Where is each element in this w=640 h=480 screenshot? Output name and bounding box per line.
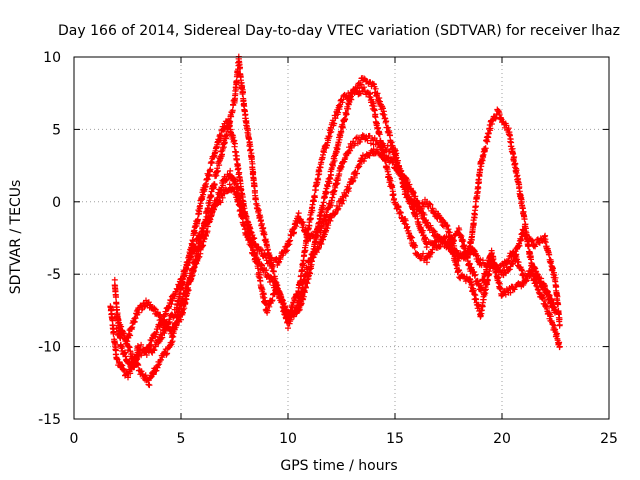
x-axis-label: GPS time / hours [280,458,397,474]
series-trace-c [113,132,559,389]
series-trace-d [107,146,559,381]
data-points-trace-c [113,132,559,389]
x-tick-label: 10 [279,431,297,447]
x-tick-label: 0 [70,431,79,447]
y-tick-label: 0 [52,195,61,211]
x-tick-label: 20 [493,431,511,447]
y-tick-label: -5 [47,267,61,283]
y-tick-label: 5 [52,122,61,138]
data-points-trace-d [107,146,559,381]
x-tick-label: 5 [177,431,186,447]
chart-title: Day 166 of 2014, Sidereal Day-to-day VTE… [58,23,620,39]
x-tick-label: 25 [600,431,618,447]
axis-ticks: 0 5 10 15 20 25 -15 -10 -5 0 5 10 [38,50,618,447]
y-tick-label: -10 [38,340,61,356]
data-series [107,53,563,389]
series-trace-a [111,84,563,371]
y-tick-label: -15 [38,412,61,428]
plot-frame [73,56,610,420]
y-axis-label: SDTVAR / TECUs [8,180,24,295]
x-tick-label: 15 [386,431,404,447]
data-points-trace-a [111,84,563,371]
y-tick-label: 10 [43,50,61,66]
